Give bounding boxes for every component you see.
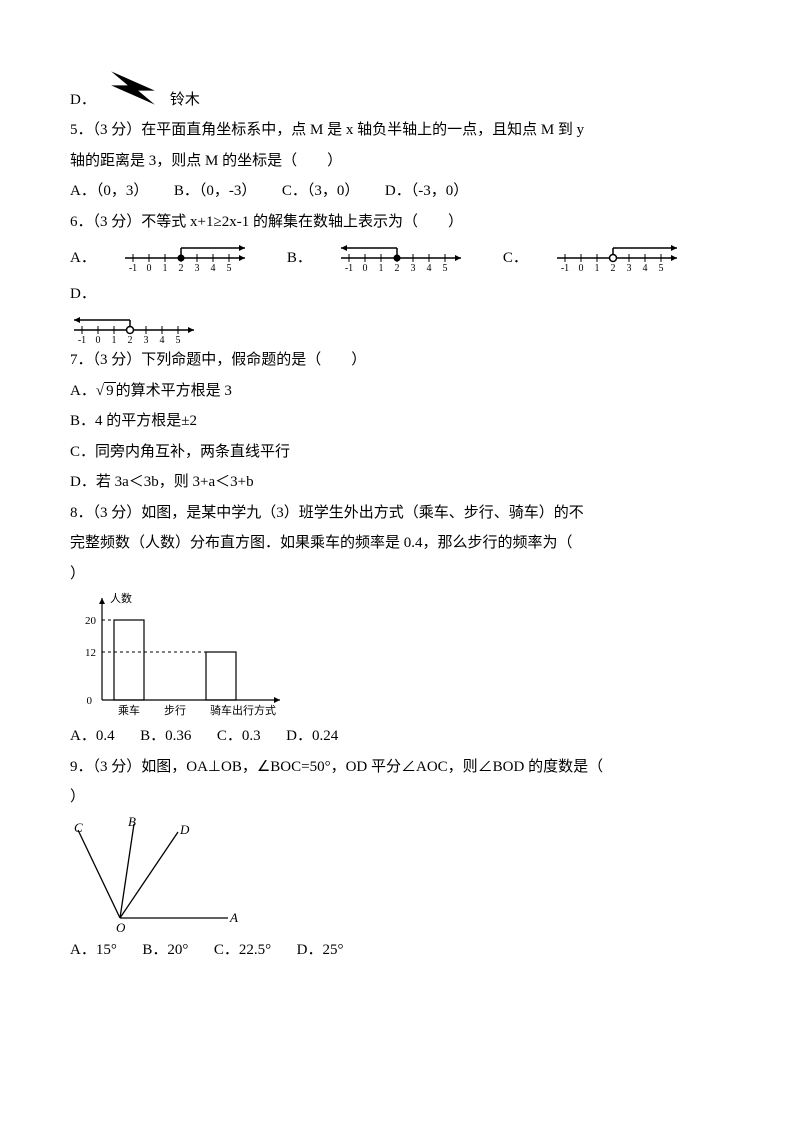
svg-text:出行方式: 出行方式 — [232, 703, 276, 717]
svg-text:4: 4 — [211, 263, 216, 272]
svg-text:3: 3 — [144, 335, 149, 344]
svg-text:1: 1 — [163, 263, 168, 272]
svg-text:1: 1 — [595, 263, 600, 272]
q5-option-b: B．（0，-3） — [174, 177, 257, 206]
q7-option-d: D．若 3a＜3b，则 3+a＜3+b — [70, 468, 730, 497]
svg-text:人数: 人数 — [110, 592, 132, 605]
q6-option-d-label: D． — [70, 280, 96, 309]
svg-text:1: 1 — [379, 263, 384, 272]
suzuki-logo-icon — [105, 62, 161, 114]
option-label: D． — [70, 86, 96, 115]
q8-option-d: D．0.24 — [286, 722, 338, 751]
q9-option-b: B．20° — [142, 936, 188, 965]
svg-text:5: 5 — [176, 335, 181, 344]
q9-option-a: A．15° — [70, 936, 117, 965]
svg-text:0: 0 — [96, 335, 101, 344]
numberline-b-icon: -1 0 1 2 3 4 5 — [337, 238, 477, 272]
q6-option-b-label: B． — [287, 244, 312, 273]
q9-option-d: D．25° — [297, 936, 344, 965]
q8-option-c: C．0.3 — [217, 722, 261, 751]
svg-text:A: A — [229, 910, 238, 925]
q8-option-b: B．0.36 — [140, 722, 191, 751]
q8-option-a: A．0.4 — [70, 722, 115, 751]
svg-text:2: 2 — [179, 263, 184, 272]
q6-option-a-label: A． — [70, 244, 96, 273]
option-text: 铃木 — [170, 86, 200, 115]
svg-text:O: O — [116, 920, 126, 934]
svg-text:5: 5 — [227, 263, 232, 272]
q8-options: A．0.4 B．0.36 C．0.3 D．0.24 — [70, 722, 730, 751]
q5-option-c: C．（3，0） — [282, 177, 360, 206]
svg-text:2: 2 — [611, 263, 616, 272]
q8-stem-line1: 8．（3 分）如图，是某中学九（3）班学生外出方式（乘车、步行、骑车）的不 — [70, 499, 730, 528]
svg-text:5: 5 — [659, 263, 664, 272]
q5-option-d: D．（-3，0） — [385, 177, 468, 206]
svg-text:-1: -1 — [345, 263, 353, 272]
q9-option-c: C．22.5° — [214, 936, 271, 965]
svg-text:20: 20 — [85, 615, 97, 627]
option-text: 的算术平方根是 3 — [116, 383, 232, 399]
svg-text:B: B — [128, 814, 136, 829]
svg-text:步行: 步行 — [164, 704, 186, 717]
q7-option-c: C．同旁内角互补，两条直线平行 — [70, 438, 730, 467]
numberline-d-icon: -1 0 1 2 3 4 5 — [70, 310, 210, 344]
svg-text:12: 12 — [85, 647, 96, 659]
q8-stem-line3: ） — [70, 560, 730, 589]
q5-stem-line1: 5．（3 分）在平面直角坐标系中，点 M 是 x 轴负半轴上的一点，且知点 M … — [70, 116, 730, 145]
numberline-c-icon: -1 0 1 2 3 4 5 — [553, 238, 693, 272]
svg-text:2: 2 — [395, 263, 400, 272]
svg-text:0: 0 — [147, 263, 152, 272]
q9-stem-line2: ） — [70, 783, 730, 812]
q6-option-c-label: C． — [503, 244, 528, 273]
svg-text:4: 4 — [427, 263, 432, 272]
q5-options: A．（0，3） B．（0，-3） C．（3，0） D．（-3，0） — [70, 177, 730, 206]
svg-text:-1: -1 — [129, 263, 137, 272]
svg-text:D: D — [179, 822, 190, 837]
svg-text:0: 0 — [579, 263, 584, 272]
radicand: 9 — [104, 382, 116, 399]
q7-option-a: A． 9的算术平方根是 3 — [70, 377, 730, 406]
svg-text:5: 5 — [443, 263, 448, 272]
q5-option-a: A．（0，3） — [70, 177, 148, 206]
option-label: A． — [70, 383, 96, 399]
svg-text:-1: -1 — [78, 335, 86, 344]
q7-stem: 7．（3 分）下列命题中，假命题的是（ ） — [70, 346, 730, 375]
q9-diagram: A B C D O — [70, 814, 730, 934]
svg-text:3: 3 — [627, 263, 632, 272]
q9-options: A．15° B．20° C．22.5° D．25° — [70, 936, 730, 965]
svg-text:4: 4 — [643, 263, 648, 272]
q6-options-row2: -1 0 1 2 3 4 5 — [70, 310, 730, 344]
svg-text:4: 4 — [160, 335, 165, 344]
svg-text:0: 0 — [363, 263, 368, 272]
svg-text:C: C — [74, 820, 83, 835]
svg-text:0: 0 — [87, 695, 93, 707]
svg-text:3: 3 — [195, 263, 200, 272]
q8-stem-line2: 完整频数（人数）分布直方图．如果乘车的频率是 0.4，那么步行的频率为（ — [70, 529, 730, 558]
q7-option-b: B．4 的平方根是±2 — [70, 407, 730, 436]
q9-stem-line1: 9．（3 分）如图，OA⊥OB，∠BOC=50°，OD 平分∠AOC，则∠BOD… — [70, 753, 730, 782]
svg-text:2: 2 — [128, 335, 133, 344]
sqrt-icon: 9 — [96, 377, 116, 406]
svg-text:乘车: 乘车 — [118, 703, 140, 717]
q6-options-row1: A． -1 0 1 2 3 4 5 B． -1 0 1 2 3 4 5 C． -1 0 1 2 3 4 5 D． — [70, 238, 730, 308]
svg-text:骑车: 骑车 — [210, 703, 232, 717]
svg-text:-1: -1 — [561, 263, 569, 272]
svg-text:3: 3 — [411, 263, 416, 272]
q6-stem: 6．（3 分）不等式 x+1≥2x-1 的解集在数轴上表示为（ ） — [70, 208, 730, 237]
svg-text:1: 1 — [112, 335, 117, 344]
q8-chart: 人数出行方式 0 20 12 乘车 步行 骑车 — [70, 590, 730, 720]
q5-stem-line2: 轴的距离是 3，则点 M 的坐标是（ ） — [70, 147, 730, 176]
numberline-a-icon: -1 0 1 2 3 4 5 — [121, 238, 261, 272]
q4-option-d: D． 铃木 — [70, 62, 730, 114]
